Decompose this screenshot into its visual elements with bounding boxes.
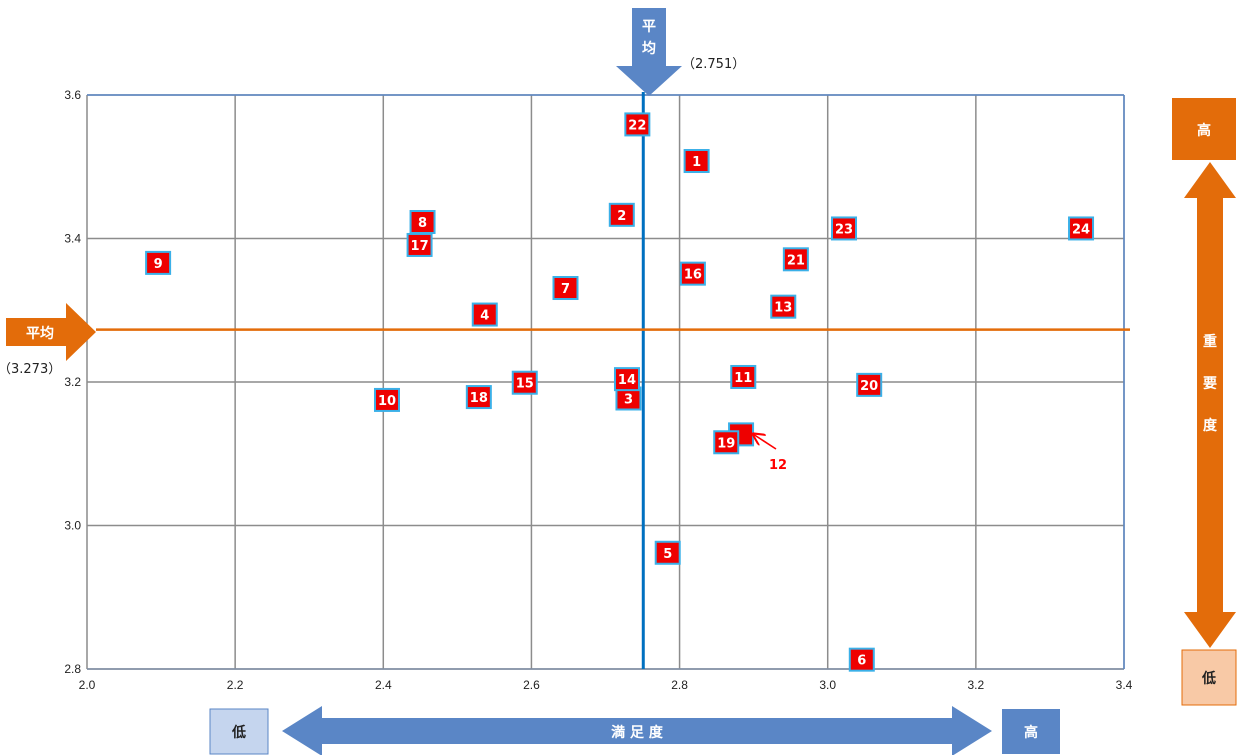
point-label: 6 — [857, 654, 866, 669]
point-label: 4 — [480, 309, 489, 324]
point-label: 17 — [411, 239, 429, 254]
importance-axis-char-1: 重 — [1203, 333, 1217, 350]
data-point-15: 15 — [513, 372, 537, 394]
point-label: 23 — [835, 222, 853, 237]
callout-arrow — [753, 434, 776, 449]
average-label-left: 平均 — [26, 325, 54, 342]
point-label: 20 — [860, 379, 878, 394]
satisfaction-axis-indicator: 低 満 足 度 高 — [210, 706, 1060, 755]
importance-high-label: 高 — [1197, 122, 1211, 139]
x-tick-label: 3.4 — [1116, 678, 1133, 692]
point-label: 1 — [692, 155, 701, 170]
point-label: 13 — [774, 301, 792, 316]
average-label-top-2: 均 — [642, 40, 656, 57]
data-point-11: 11 — [731, 366, 755, 388]
point-label: 18 — [470, 391, 488, 406]
data-point-24: 24 — [1069, 217, 1093, 239]
point-label: 9 — [154, 257, 163, 272]
point-label: 21 — [787, 253, 805, 268]
data-point-14: 14 — [615, 368, 639, 390]
data-point-17: 17 — [408, 234, 432, 256]
point-label: 3 — [624, 393, 633, 408]
data-point-22: 22 — [625, 113, 649, 135]
importance-low-label: 低 — [1201, 670, 1216, 687]
y-tick-label: 3.6 — [64, 88, 81, 102]
data-point-10: 10 — [375, 389, 399, 411]
y-tick-label: 3.0 — [64, 519, 81, 533]
data-point-9: 9 — [146, 252, 170, 274]
y-tick-label: 3.2 — [64, 375, 81, 389]
point-label: 8 — [418, 216, 427, 231]
average-importance-arrow: 平均 — [6, 303, 96, 361]
x-tick-label: 2.8 — [671, 678, 688, 692]
data-point-16: 16 — [681, 263, 705, 285]
importance-axis-char-3: 度 — [1203, 417, 1218, 434]
data-point-19: 19 — [714, 431, 738, 453]
satisfaction-low-label: 低 — [231, 724, 246, 741]
data-point-5: 5 — [656, 542, 680, 564]
x-tick-label: 2.0 — [79, 678, 96, 692]
importance-double-arrow — [1184, 162, 1236, 648]
data-point-23: 23 — [832, 217, 856, 239]
point-label: 7 — [561, 282, 570, 297]
average-satisfaction-arrow: 平 均 — [616, 8, 682, 96]
point-label: 19 — [717, 436, 735, 451]
satisfaction-axis-name: 満 足 度 — [611, 724, 664, 741]
x-tick-labels: 2.0 2.2 2.4 2.6 2.8 3.0 3.2 3.4 — [79, 678, 1133, 692]
point-label: 11 — [734, 371, 752, 386]
point-label: 14 — [618, 373, 636, 388]
x-tick-label: 2.4 — [375, 678, 392, 692]
satisfaction-high-label: 高 — [1024, 724, 1038, 741]
x-tick-label: 3.2 — [968, 678, 985, 692]
y-tick-labels: 2.8 3.0 3.2 3.4 3.6 — [64, 88, 81, 676]
average-label-top-1: 平 — [642, 19, 656, 35]
point-label: 22 — [628, 118, 646, 133]
point-label: 24 — [1072, 222, 1090, 237]
data-point-7: 7 — [554, 277, 578, 299]
y-tick-label: 2.8 — [64, 662, 81, 676]
x-tick-label: 2.6 — [523, 678, 540, 692]
point-label: 16 — [684, 268, 702, 283]
average-satisfaction-value: （2.751） — [682, 57, 745, 72]
data-point-6: 6 — [850, 649, 874, 671]
point-label: 10 — [378, 394, 396, 409]
point-label: 2 — [617, 209, 626, 224]
point-label: 5 — [663, 547, 672, 562]
callout-label-12: 12 — [769, 458, 787, 473]
y-tick-label: 3.4 — [64, 232, 81, 246]
data-point-21: 21 — [784, 248, 808, 270]
data-point-2: 2 — [610, 204, 634, 226]
data-point-13: 13 — [771, 296, 795, 318]
point-label: 15 — [516, 377, 534, 392]
importance-axis-indicator: 高 重 要 度 低 — [1172, 98, 1236, 705]
average-importance-value: （3.273） — [0, 362, 61, 377]
data-point-20: 20 — [857, 374, 881, 396]
x-tick-label: 3.0 — [819, 678, 836, 692]
data-point-18: 18 — [467, 386, 491, 408]
data-point-1: 1 — [685, 150, 709, 172]
grid-lines — [87, 95, 1124, 669]
data-point-8: 8 — [411, 211, 435, 233]
x-tick-label: 2.2 — [227, 678, 244, 692]
data-point-4: 4 — [473, 304, 497, 326]
importance-axis-char-2: 要 — [1203, 376, 1217, 392]
